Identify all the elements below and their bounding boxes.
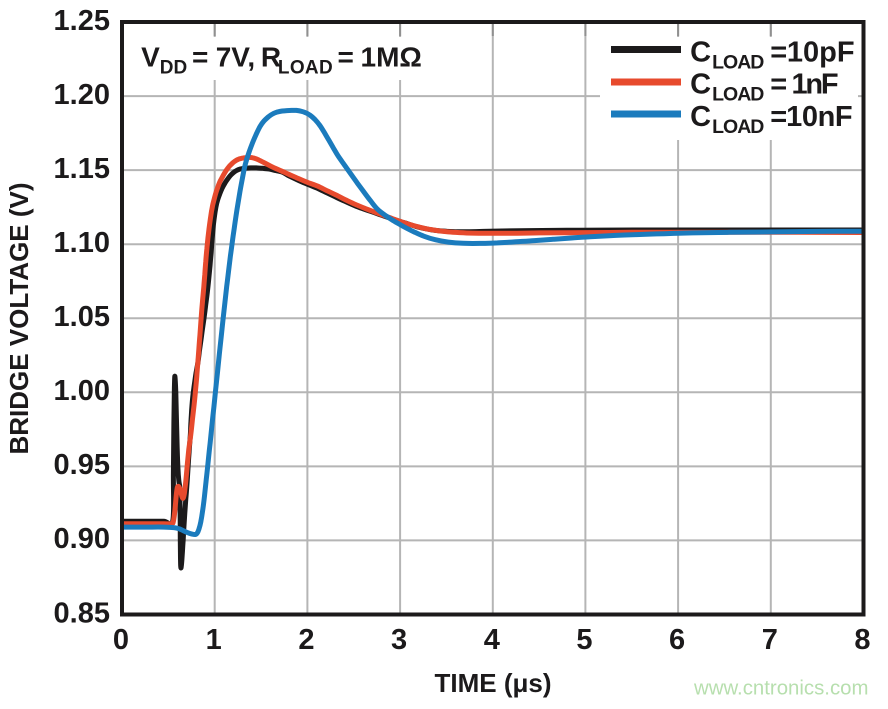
svg-text:1: 1 — [206, 624, 222, 656]
svg-text:DD: DD — [160, 58, 187, 79]
svg-text:C: C — [690, 101, 711, 133]
svg-text:0.95: 0.95 — [54, 449, 110, 481]
svg-text:=: = — [192, 42, 208, 73]
svg-text:1.05: 1.05 — [54, 301, 110, 333]
svg-text:1.10: 1.10 — [54, 227, 110, 259]
svg-text:LOAD: LOAD — [278, 58, 333, 79]
svg-text:5: 5 — [576, 624, 592, 656]
svg-text:10pF: 10pF — [787, 37, 855, 69]
svg-text:7: 7 — [762, 624, 778, 656]
svg-text:1.00: 1.00 — [54, 375, 110, 407]
svg-text:TIME (μs): TIME (μs) — [434, 668, 551, 698]
svg-text:LOAD: LOAD — [712, 116, 764, 138]
svg-text:1.25: 1.25 — [54, 5, 110, 37]
svg-text:LOAD: LOAD — [712, 52, 764, 74]
svg-text:8: 8 — [854, 624, 870, 656]
svg-text:3: 3 — [391, 624, 407, 656]
svg-text:4: 4 — [484, 624, 500, 656]
svg-text:0.85: 0.85 — [54, 597, 110, 629]
svg-text:LOAD: LOAD — [712, 84, 764, 106]
svg-text:=: = — [770, 69, 787, 101]
svg-text:V: V — [141, 42, 160, 73]
svg-text:=: = — [770, 101, 787, 133]
svg-text:7V,: 7V, — [216, 42, 255, 73]
svg-text:C: C — [690, 69, 711, 101]
svg-text:1MΩ: 1MΩ — [361, 42, 422, 73]
svg-text:=: = — [770, 37, 787, 69]
svg-text:2: 2 — [298, 624, 314, 656]
svg-text:www.cntronics.com: www.cntronics.com — [693, 678, 869, 700]
svg-text:1.20: 1.20 — [54, 79, 110, 111]
svg-text:1.15: 1.15 — [54, 153, 110, 185]
svg-text:C: C — [690, 37, 711, 69]
svg-text:10nF: 10nF — [786, 101, 853, 133]
svg-text:0.90: 0.90 — [54, 523, 110, 555]
svg-text:=: = — [338, 42, 354, 73]
svg-text:BRIDGE VOLTAGE (V): BRIDGE VOLTAGE (V) — [4, 182, 34, 454]
svg-text:1nF: 1nF — [792, 69, 839, 101]
svg-text:R: R — [261, 42, 281, 73]
svg-text:0: 0 — [113, 624, 129, 656]
svg-text:6: 6 — [669, 624, 685, 656]
